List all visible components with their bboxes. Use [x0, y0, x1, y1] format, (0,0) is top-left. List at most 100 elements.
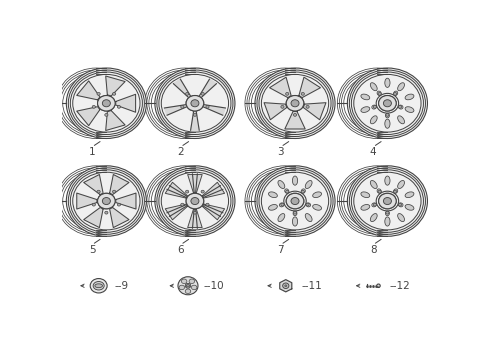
Polygon shape	[303, 103, 326, 120]
Ellipse shape	[191, 100, 199, 107]
Ellipse shape	[186, 95, 204, 111]
Ellipse shape	[398, 213, 404, 222]
Polygon shape	[203, 105, 225, 115]
Ellipse shape	[269, 204, 277, 210]
Polygon shape	[270, 77, 291, 98]
Polygon shape	[285, 112, 305, 129]
Ellipse shape	[117, 105, 121, 108]
Text: 8: 8	[370, 245, 376, 255]
Ellipse shape	[370, 213, 377, 222]
Ellipse shape	[286, 193, 304, 209]
Ellipse shape	[285, 189, 289, 193]
Ellipse shape	[194, 113, 196, 116]
Ellipse shape	[279, 203, 284, 207]
Ellipse shape	[66, 68, 147, 139]
Ellipse shape	[405, 107, 414, 112]
Ellipse shape	[398, 116, 404, 124]
Ellipse shape	[113, 190, 116, 193]
Polygon shape	[202, 182, 224, 198]
Ellipse shape	[398, 105, 402, 108]
Ellipse shape	[306, 203, 309, 206]
Ellipse shape	[185, 289, 191, 293]
Ellipse shape	[286, 190, 289, 193]
Ellipse shape	[185, 283, 191, 288]
Ellipse shape	[286, 95, 304, 111]
Ellipse shape	[286, 95, 304, 111]
Polygon shape	[116, 193, 136, 209]
Ellipse shape	[370, 180, 377, 189]
Polygon shape	[165, 182, 188, 198]
Ellipse shape	[181, 279, 187, 284]
Ellipse shape	[286, 93, 289, 95]
Ellipse shape	[385, 217, 390, 226]
Ellipse shape	[95, 284, 102, 288]
Ellipse shape	[398, 203, 402, 206]
Ellipse shape	[398, 180, 404, 189]
Ellipse shape	[377, 189, 381, 193]
Ellipse shape	[102, 100, 110, 107]
Ellipse shape	[102, 198, 110, 204]
Ellipse shape	[269, 192, 277, 198]
Ellipse shape	[373, 105, 376, 108]
Ellipse shape	[186, 190, 189, 193]
Ellipse shape	[255, 68, 335, 139]
Ellipse shape	[383, 100, 392, 107]
Text: 3: 3	[277, 147, 284, 157]
Polygon shape	[106, 111, 125, 130]
Ellipse shape	[370, 83, 377, 91]
Ellipse shape	[255, 166, 335, 236]
Text: 5: 5	[89, 245, 96, 255]
Ellipse shape	[361, 204, 370, 210]
Ellipse shape	[293, 217, 297, 226]
Polygon shape	[199, 79, 217, 97]
Polygon shape	[202, 204, 224, 220]
Ellipse shape	[191, 198, 199, 204]
Ellipse shape	[398, 203, 403, 207]
Ellipse shape	[192, 285, 197, 290]
Ellipse shape	[379, 193, 396, 209]
Ellipse shape	[97, 190, 100, 193]
Polygon shape	[280, 280, 292, 292]
Ellipse shape	[206, 105, 209, 108]
Ellipse shape	[379, 95, 396, 111]
Ellipse shape	[383, 198, 392, 204]
Polygon shape	[165, 105, 186, 115]
Ellipse shape	[370, 116, 377, 124]
Polygon shape	[106, 76, 125, 96]
Ellipse shape	[98, 95, 115, 111]
Ellipse shape	[393, 91, 398, 95]
Ellipse shape	[291, 198, 299, 204]
Ellipse shape	[313, 192, 321, 198]
Ellipse shape	[291, 100, 299, 107]
Ellipse shape	[98, 193, 115, 209]
Ellipse shape	[306, 105, 309, 108]
Ellipse shape	[398, 105, 403, 109]
Ellipse shape	[373, 203, 376, 206]
Ellipse shape	[301, 93, 304, 95]
Ellipse shape	[405, 94, 414, 100]
Ellipse shape	[361, 94, 370, 100]
Ellipse shape	[102, 198, 110, 204]
Text: 7: 7	[277, 245, 284, 255]
Ellipse shape	[301, 189, 305, 193]
Ellipse shape	[294, 211, 296, 214]
Ellipse shape	[301, 190, 304, 193]
Ellipse shape	[92, 105, 96, 108]
Polygon shape	[110, 175, 129, 194]
Ellipse shape	[385, 119, 390, 128]
Ellipse shape	[377, 91, 381, 95]
Ellipse shape	[347, 166, 427, 236]
Ellipse shape	[313, 204, 321, 210]
Ellipse shape	[305, 180, 312, 189]
Ellipse shape	[90, 279, 107, 293]
Ellipse shape	[155, 68, 235, 139]
Ellipse shape	[191, 100, 199, 107]
Ellipse shape	[189, 279, 195, 284]
Ellipse shape	[181, 105, 184, 108]
Ellipse shape	[186, 193, 204, 209]
Ellipse shape	[186, 285, 190, 287]
Polygon shape	[188, 210, 202, 228]
Ellipse shape	[361, 192, 370, 198]
Ellipse shape	[294, 113, 296, 116]
Ellipse shape	[186, 95, 204, 111]
